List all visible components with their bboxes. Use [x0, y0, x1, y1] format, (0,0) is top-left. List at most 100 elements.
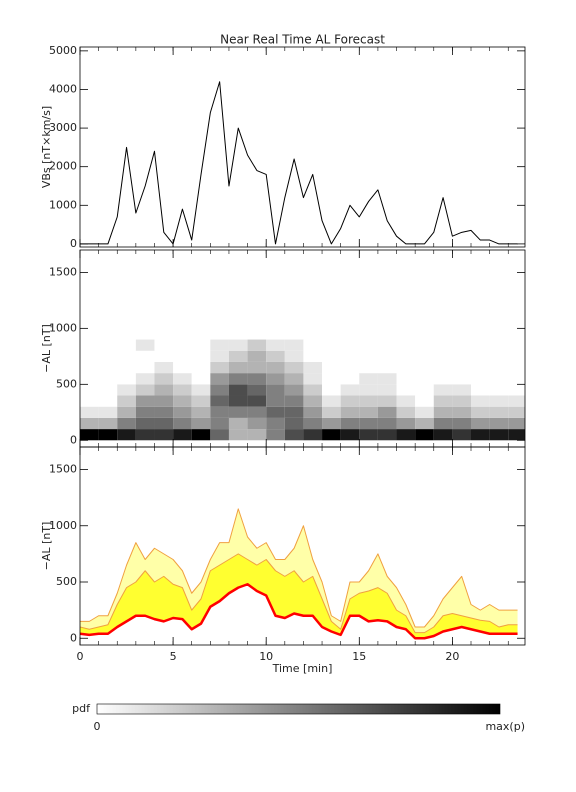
heatmap-cell: [191, 361, 211, 374]
heatmap-cell: [508, 350, 525, 362]
heatmap-cell: [135, 350, 155, 362]
heatmap-cell: [154, 417, 174, 430]
heatmap-cell: [80, 350, 99, 362]
y-axis-label: −AL [nT]: [40, 522, 53, 571]
y-axis-label: −AL [nT]: [40, 324, 53, 373]
colorbar-min-label: 0: [94, 720, 101, 733]
heatmap-cell: [266, 406, 285, 418]
heatmap-cell: [247, 373, 267, 385]
heatmap-cell: [228, 384, 248, 396]
heatmap-cell: [396, 395, 416, 407]
heatmap-cell: [266, 395, 285, 407]
heatmap-cell: [135, 417, 155, 430]
heatmap-cell: [210, 395, 229, 407]
y-tick-label: 3000: [49, 121, 77, 134]
heatmap-cell: [489, 429, 509, 441]
data-line: [80, 583, 518, 640]
heatmap-cell: [80, 429, 99, 441]
heatmap-cell: [228, 395, 248, 407]
heatmap-cell: [471, 339, 490, 351]
heatmap-cell: [266, 429, 285, 441]
heatmap-cell: [117, 373, 136, 385]
heatmap-cell: [135, 339, 155, 351]
heatmap-cell: [266, 373, 285, 385]
heatmap-cell: [396, 406, 416, 418]
heatmap-cell: [228, 429, 248, 441]
heatmap-cell: [247, 395, 267, 407]
data-line: [80, 81, 518, 245]
heatmap-cell: [154, 395, 174, 407]
heatmap-cell: [80, 395, 99, 407]
x-tick-label: 20: [445, 650, 459, 663]
y-tick-label: 500: [56, 575, 77, 588]
chart-title: Near Real Time AL Forecast: [220, 33, 385, 47]
colorbar-max-label: max(p): [485, 720, 525, 733]
plot-frame: [79, 46, 526, 248]
heatmap-cell: [303, 417, 323, 430]
heatmap-cell: [340, 417, 360, 430]
heatmap-cell: [396, 373, 416, 385]
heatmap-cell: [452, 384, 472, 396]
band-area: [80, 508, 518, 633]
heatmap-cell: [98, 417, 118, 430]
heatmap-cell: [266, 339, 285, 351]
heatmap-cell: [415, 373, 434, 385]
heatmap-cell: [340, 395, 360, 407]
heatmap-cell: [80, 384, 99, 396]
heatmap-cell: [135, 395, 155, 407]
heatmap-cell: [247, 339, 267, 351]
heatmap-cell: [210, 339, 229, 351]
heatmap-cell: [377, 395, 397, 407]
heatmap-cell: [489, 350, 509, 362]
heatmap-cell: [433, 406, 453, 418]
heatmap-cell: [377, 339, 397, 351]
heatmap-cell: [154, 373, 174, 385]
heatmap-cell: [191, 339, 211, 351]
heatmap-cell: [191, 417, 211, 430]
heatmap-cell: [117, 429, 136, 441]
heatmap-cell: [396, 361, 416, 374]
heatmap-cell: [191, 406, 211, 418]
heatmap-cell: [98, 350, 118, 362]
heatmap-cell: [210, 384, 229, 396]
heatmap-cell: [471, 417, 490, 430]
heatmap-cell: [396, 429, 416, 441]
heatmap-cell: [117, 361, 136, 374]
heatmap-cell: [117, 339, 136, 351]
colorbar: [96, 703, 501, 715]
heatmap-cell: [508, 384, 525, 396]
heatmap-cell: [266, 384, 285, 396]
x-tick-label: 0: [77, 650, 84, 663]
heatmap-cell: [98, 429, 118, 441]
heatmap-cell: [210, 417, 229, 430]
heatmap-cell: [191, 373, 211, 385]
heatmap-cell: [508, 361, 525, 374]
heatmap-cell: [489, 417, 509, 430]
heatmap-cell: [98, 406, 118, 418]
heatmap-cell: [322, 417, 341, 430]
heatmap-cell: [359, 417, 378, 430]
heatmap-cell: [284, 361, 304, 374]
heatmap-cell: [471, 395, 490, 407]
heatmap-cell: [322, 395, 341, 407]
heatmap-cell: [377, 361, 397, 374]
heatmap-cell: [322, 361, 341, 374]
heatmap-cell: [80, 373, 99, 385]
heatmap-cell: [508, 339, 525, 351]
heatmap-cell: [415, 361, 434, 374]
x-tick-label: 15: [352, 650, 366, 663]
heatmap-cell: [135, 384, 155, 396]
heatmap-cell: [247, 384, 267, 396]
heatmap-cell: [377, 417, 397, 430]
heatmap-cell: [210, 406, 229, 418]
heatmap-cell: [210, 361, 229, 374]
heatmap-cell: [489, 339, 509, 351]
heatmap-cell: [284, 384, 304, 396]
heatmap-cell: [322, 373, 341, 385]
heatmap-cell: [284, 350, 304, 362]
y-tick-label: 1500: [49, 463, 77, 476]
heatmap-cell: [303, 361, 323, 374]
heatmap-cell: [266, 350, 285, 362]
y-tick-label: 0: [70, 433, 77, 446]
heatmap-cell: [80, 361, 99, 374]
